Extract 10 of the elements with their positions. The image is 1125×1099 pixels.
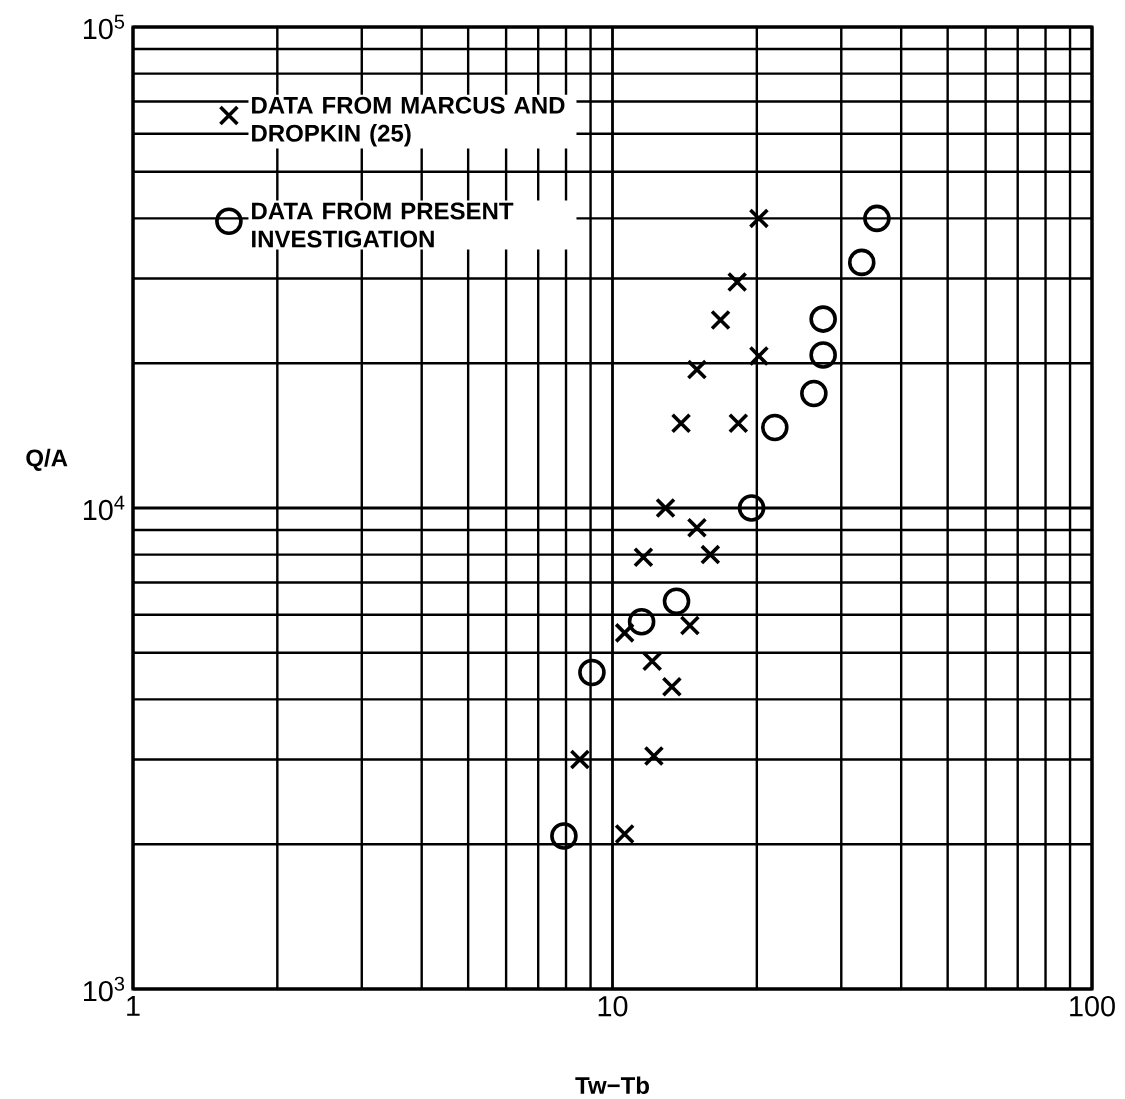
legend-label: DATA FROM PRESENT INVESTIGATION: [252, 202, 514, 248]
x-tick-label: 100: [1070, 996, 1115, 1017]
y-tick-label: 10$^{5}$: [83, 14, 125, 40]
x-axis-title: Tw−Tb: [575, 1076, 649, 1094]
legend-label: DATA FROM MARCUS AND DROPKIN (25): [252, 96, 565, 147]
y-tick-label: 10$^{4}$: [83, 495, 125, 521]
y-axis-title: Q/A: [26, 448, 68, 471]
x-tick-label: 10: [598, 996, 628, 1017]
x-tick-label: 1: [127, 996, 140, 1016]
y-tick-label: 10$^{3}$: [83, 976, 125, 1002]
